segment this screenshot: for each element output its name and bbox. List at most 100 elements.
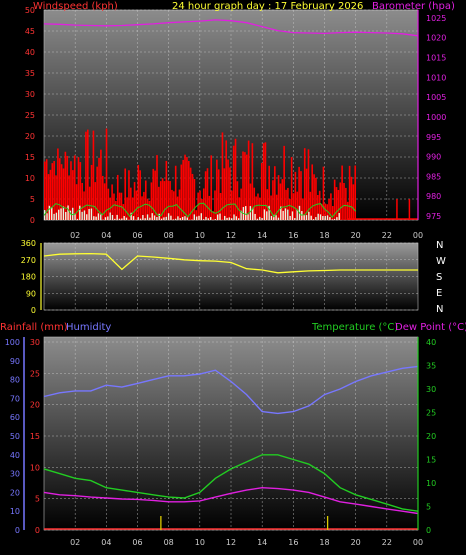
avg-wind-bar [231,218,233,220]
x-tick-label: 22 [382,231,392,240]
humidity-tick-label: 90 [10,357,20,366]
x-tick-label: 08 [164,538,174,547]
dewpoint-axis-title: Dew Point (°C) [395,322,466,333]
gust-bar [165,160,168,220]
gust-bar [189,167,192,220]
gust-bar [341,165,343,220]
avg-wind-bar [156,217,158,220]
gust-bar [354,165,357,220]
avg-wind-bar [303,215,305,220]
avg-wind-bar [123,216,125,220]
wind-tick-label: 20 [25,132,35,141]
avg-wind-bar [139,218,142,220]
gust-bar [251,143,254,220]
humidity-tick-label: 40 [10,451,20,460]
avg-wind-bar [142,215,144,220]
avg-wind-bar [132,216,135,220]
avg-wind-bar [172,219,174,220]
gust-bar [128,170,130,220]
gust-bar [352,184,355,220]
rain-tick-label: 30 [30,338,40,347]
gust-bar [296,191,299,220]
wind-tick-label: 35 [25,69,35,78]
gust-bar [90,164,93,220]
x-tick-label: 04 [101,538,111,547]
humidity-tick-label: 30 [10,470,20,479]
wind-tick-label: 50 [25,6,35,15]
avg-wind-bar [137,217,139,220]
gust-bar [139,170,141,220]
avg-wind-bar [160,218,163,220]
avg-wind-bar [193,214,195,220]
gust-bar [180,164,183,220]
direction-tick-label: 90 [26,289,36,298]
gust-bar [339,182,342,220]
gust-bar [298,166,300,220]
avg-wind-bar [118,218,121,220]
avg-wind-bar [329,217,331,220]
gust-bar [131,197,134,220]
x-tick-label: 14 [257,538,267,547]
humidity-tick-label: 50 [10,432,20,441]
avg-wind-bar [107,216,109,220]
gust-bar [328,198,330,220]
gust-bar [229,167,231,220]
gust-bar [184,154,186,220]
x-tick-label: 10 [195,231,205,240]
avg-wind-bar [219,213,221,220]
gust-bar [348,165,351,220]
compass-label: N [436,304,443,315]
avg-wind-bar [100,214,102,220]
avg-wind-bar [109,212,111,220]
gust-bar [242,151,244,220]
avg-wind-bar [259,216,261,220]
gust-bar [232,145,235,220]
avg-wind-line [43,202,357,219]
gust-bar [130,187,132,220]
avg-wind-bar [336,217,338,220]
avg-wind-bar [226,217,228,220]
gust-bar [144,180,147,220]
x-tick-label: 02 [70,538,80,547]
gust-bar [244,152,246,220]
gust-bar [143,191,145,220]
compass-label: E [436,288,442,299]
gust-bar [317,195,319,220]
gust-bar [313,174,315,220]
gust-bar [255,196,257,220]
rain-tick-label: 20 [30,401,40,410]
avg-wind-bar [149,217,151,220]
gust-bar [204,171,207,220]
x-tick-label: 18 [319,538,329,547]
rain-tick-label: 10 [30,463,40,472]
gust-bar [199,190,201,220]
baro-tick-label: 1000 [426,113,446,122]
baro-tick-label: 985 [426,172,441,181]
avg-wind-bar [174,218,177,220]
wind-direction-line [43,252,418,274]
gust-bar [350,176,353,220]
rain-tick-label: 25 [30,369,40,378]
gust-bar [311,164,314,220]
temp-tick-label: 0 [426,526,431,535]
gust-bar [176,196,179,220]
baro-tick-label: 1015 [426,54,446,63]
gust-bar [72,170,74,220]
avg-wind-bar [291,211,294,220]
gust-bar [60,164,63,220]
gust-bar [260,162,263,220]
gust-bar [322,166,325,220]
gust-bar [343,183,345,220]
avg-wind-bar [205,216,207,220]
avg-wind-bar [125,217,128,220]
avg-wind-bar [74,213,76,220]
avg-wind-bar [48,205,51,220]
gust-bar [55,175,57,220]
avg-wind-bar [235,216,238,220]
direction-tick-label: 360 [21,239,36,248]
humidity-tick-label: 70 [10,394,20,403]
avg-wind-bar [324,216,326,220]
gust-bar [94,182,97,220]
avg-wind-bar [146,214,149,220]
avg-wind-bar [130,212,132,220]
